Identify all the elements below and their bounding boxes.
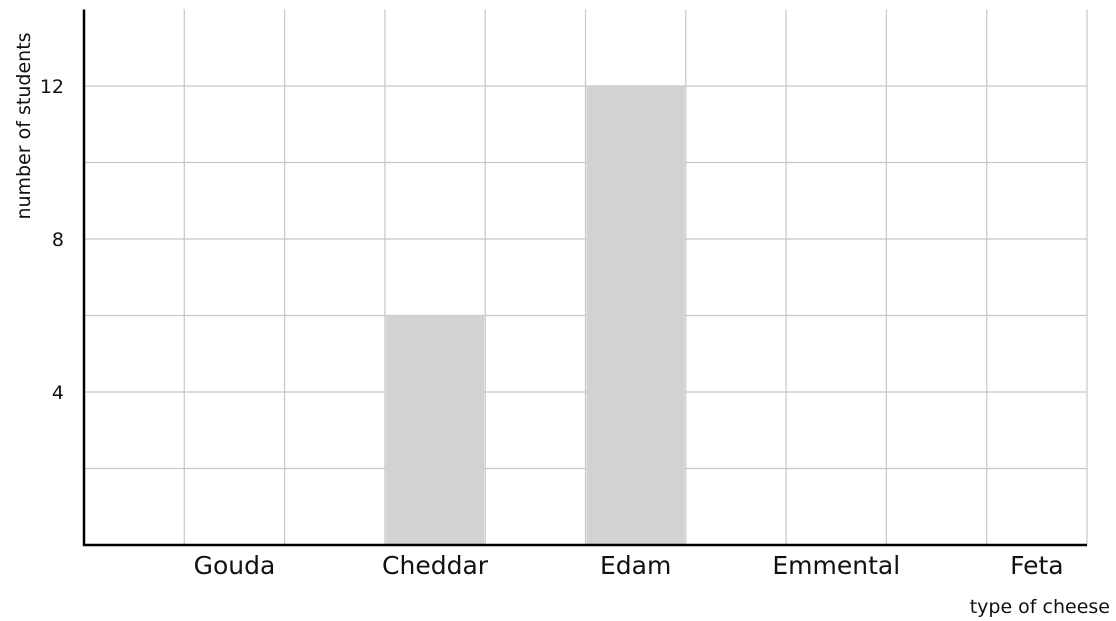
x-category-labels: Gouda Cheddar Edam Emmental Feta	[194, 551, 1064, 580]
bar-cheddar	[385, 315, 485, 545]
y-axis-title: number of students	[13, 32, 35, 219]
x-category-label: Edam	[600, 551, 671, 580]
bar-edam	[586, 86, 685, 545]
y-tick-label: 4	[52, 382, 64, 404]
x-category-label: Gouda	[194, 551, 276, 580]
x-axis-title: type of cheese	[970, 596, 1110, 618]
x-category-label: Feta	[1010, 551, 1064, 580]
x-category-label: Emmental	[772, 551, 900, 580]
y-tick-label: 12	[40, 76, 64, 98]
axes	[82, 9, 1087, 547]
bars	[385, 86, 685, 545]
x-category-label: Cheddar	[382, 551, 489, 580]
y-tick-label: 8	[52, 229, 64, 251]
grid-lines	[84, 9, 1088, 545]
y-tick-labels: 4 8 12	[40, 76, 64, 404]
